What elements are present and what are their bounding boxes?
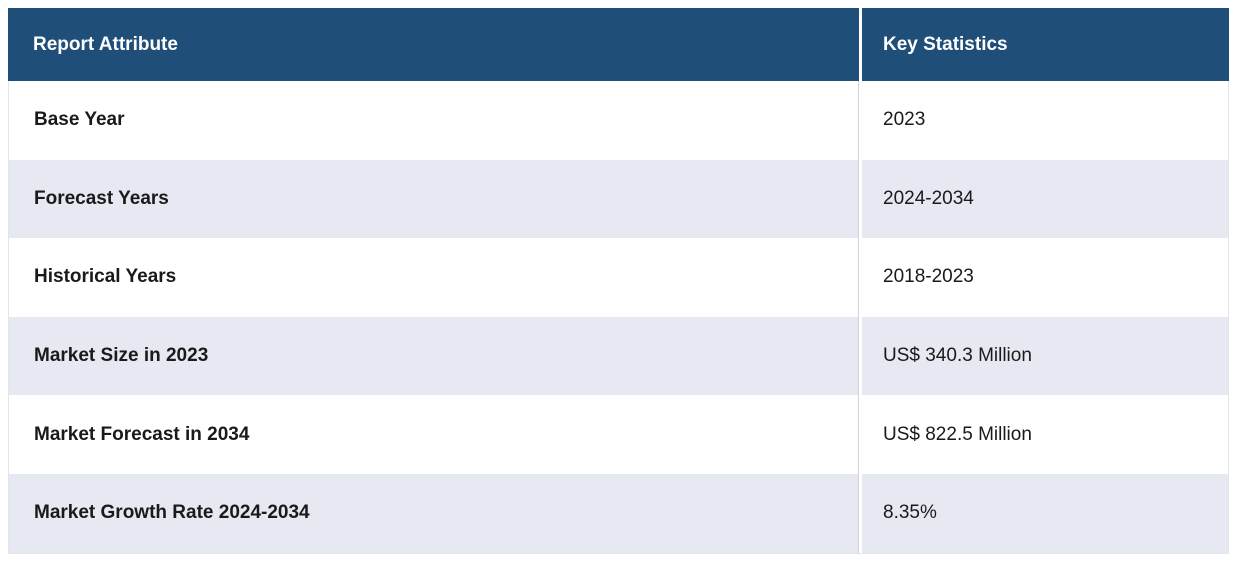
table-row-historical-years: Historical Years 2018-2023: [9, 238, 1228, 317]
table-row-base-year: Base Year 2023: [9, 81, 1228, 160]
attribute-cell: Market Growth Rate 2024-2034: [9, 473, 859, 553]
attribute-cell: Forecast Years: [9, 159, 859, 239]
value-cell: 8.35%: [862, 473, 1228, 553]
table-row-market-forecast: Market Forecast in 2034 US$ 822.5 Millio…: [9, 395, 1228, 474]
column-divider: [859, 473, 862, 553]
table-row-forecast-years: Forecast Years 2024-2034: [9, 159, 1228, 239]
value-cell: 2023: [862, 81, 1228, 160]
value-cell: US$ 822.5 Million: [862, 395, 1228, 474]
attribute-cell: Market Size in 2023: [9, 316, 859, 396]
attribute-cell: Historical Years: [9, 238, 859, 317]
column-divider: [859, 316, 862, 396]
column-divider: [859, 395, 862, 474]
table-header-row: Report Attribute Key Statistics: [8, 8, 1229, 81]
table-body: Base Year 2023 Forecast Years 2024-2034 …: [8, 81, 1229, 554]
table-row-market-size: Market Size in 2023 US$ 340.3 Million: [9, 316, 1228, 396]
column-divider: [859, 159, 862, 239]
value-cell: US$ 340.3 Million: [862, 316, 1228, 396]
column-header-key-statistics: Key Statistics: [862, 8, 1229, 81]
column-divider: [859, 238, 862, 317]
attribute-cell: Base Year: [9, 81, 859, 160]
column-header-report-attribute: Report Attribute: [8, 8, 859, 81]
attribute-cell: Market Forecast in 2034: [9, 395, 859, 474]
column-divider: [859, 8, 862, 81]
table-row-growth-rate: Market Growth Rate 2024-2034 8.35%: [9, 473, 1228, 553]
column-divider: [859, 81, 862, 160]
value-cell: 2024-2034: [862, 159, 1228, 239]
value-cell: 2018-2023: [862, 238, 1228, 317]
report-statistics-table: Report Attribute Key Statistics Base Yea…: [8, 8, 1229, 554]
